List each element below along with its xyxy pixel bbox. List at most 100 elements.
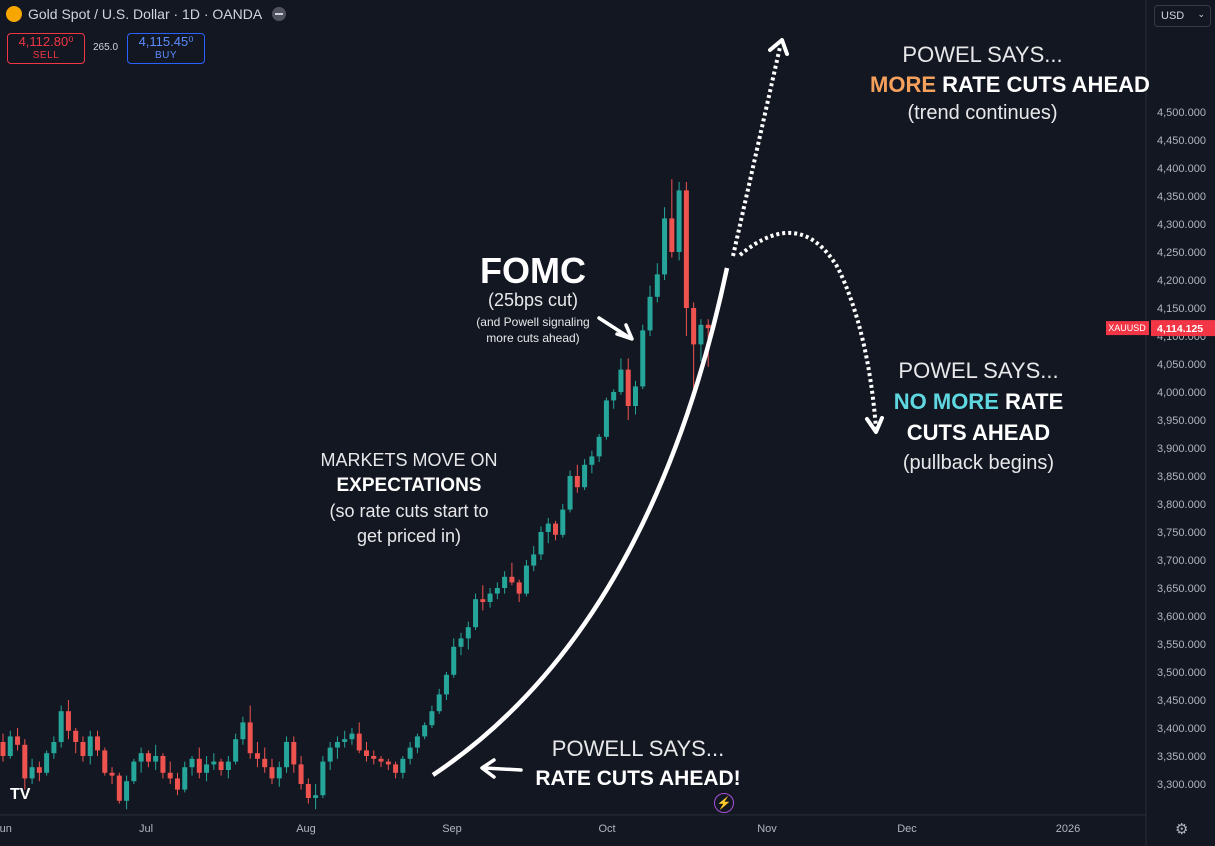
candle-body	[95, 736, 101, 751]
candle-body	[313, 795, 319, 798]
candle-body	[116, 775, 122, 801]
candle-body	[276, 767, 282, 779]
candle-body	[305, 784, 311, 798]
gold-coin-icon	[6, 6, 22, 22]
candle-body	[574, 476, 580, 488]
candle-body	[15, 736, 21, 745]
candle-body	[182, 767, 188, 790]
lightning-icon[interactable]: ⚡	[714, 793, 734, 813]
arrowhead-down	[865, 416, 884, 434]
annotation-expectations: MARKETS MOVE ON EXPECTATIONS (so rate cu…	[308, 450, 510, 547]
price-tick-label: 4,150.000	[1157, 303, 1206, 315]
candle-body	[662, 218, 668, 275]
candle-body	[145, 753, 151, 762]
candle-body	[342, 739, 348, 742]
time-tick-label: Jun	[0, 823, 12, 835]
markets-line3: (so rate cuts start to	[329, 501, 489, 521]
candle-body	[167, 772, 173, 779]
currency-select[interactable]: USD ⌄	[1154, 5, 1211, 27]
candle-body	[356, 733, 362, 751]
candle-body	[567, 476, 573, 510]
powell-start-line1: POWELL SAYS...	[551, 736, 725, 761]
candle-body	[632, 386, 638, 406]
price-tick-label: 3,700.000	[1157, 555, 1206, 567]
candle-body	[545, 523, 551, 532]
candle-body	[407, 747, 413, 759]
candle-body	[378, 758, 384, 762]
price-tick-label: 3,600.000	[1157, 611, 1206, 623]
candle-body	[218, 761, 224, 770]
time-axis: Jun Jul Aug Sep Oct Nov Dec 2026	[0, 823, 1080, 835]
candle-body	[625, 369, 631, 406]
start-arrowhead	[480, 758, 496, 779]
price-tick-label: 4,250.000	[1157, 247, 1206, 259]
price-tick-label: 3,750.000	[1157, 527, 1206, 539]
candle-body	[189, 758, 195, 768]
candle-body	[436, 694, 442, 712]
candle-body	[364, 750, 369, 756]
candle-body	[36, 767, 42, 773]
time-tick-label: 2026	[1056, 823, 1080, 835]
candle-body	[124, 781, 130, 801]
candle-body	[254, 753, 260, 759]
price-tick-label: 3,950.000	[1157, 415, 1206, 427]
candle-body	[262, 758, 268, 768]
price-tick-label: 3,650.000	[1157, 583, 1206, 595]
candle-body	[618, 369, 624, 392]
fomc-arrow	[597, 316, 632, 340]
candle-body	[494, 588, 500, 594]
candle-body	[538, 532, 544, 555]
candle-body	[160, 756, 166, 773]
sell-button[interactable]: 4,112.80⁰ SELL	[7, 33, 85, 64]
candle-body	[553, 523, 559, 535]
candle-body	[225, 761, 231, 770]
price-tick-label: 4,500.000	[1157, 107, 1206, 119]
markets-line1: MARKETS MOVE ON	[320, 450, 498, 470]
powell-up-line3: (trend continues)	[907, 102, 1058, 124]
markets-line4: get priced in)	[356, 526, 462, 546]
candle-body	[509, 576, 515, 583]
buy-button[interactable]: 4,115.45⁰ BUY	[127, 33, 205, 64]
price-tick-label: 3,800.000	[1157, 499, 1206, 511]
powell-down-line4: (pullback begins)	[902, 452, 1055, 474]
candle-body	[87, 736, 93, 756]
sell-label: SELL	[32, 50, 60, 61]
candle-body	[385, 761, 391, 765]
candle-body	[0, 742, 6, 756]
candle-body	[131, 761, 137, 782]
last-price-label: 4,114.125	[1157, 323, 1203, 335]
candle-body	[233, 739, 239, 762]
candle-body	[269, 767, 275, 779]
candle-body	[487, 593, 493, 602]
trend-curve	[431, 267, 730, 777]
chevron-down-icon: ⌄	[1197, 9, 1205, 19]
time-tick-label: Dec	[897, 823, 917, 835]
candle-body	[698, 324, 704, 345]
candle-body	[204, 764, 210, 773]
candle-body	[334, 742, 340, 748]
candle-body	[589, 456, 595, 465]
candle-body	[516, 582, 522, 594]
powell-down-line3: CUTS AHEAD	[906, 420, 1051, 445]
gear-icon[interactable]: ⚙	[1175, 821, 1189, 838]
symbol-title[interactable]: Gold Spot / U.S. Dollar · 1D · OANDA	[28, 6, 263, 22]
candle-body	[22, 744, 28, 779]
chart-header: Gold Spot / U.S. Dollar · 1D · OANDA	[6, 6, 287, 22]
candle-body	[480, 599, 486, 602]
candle-body	[65, 711, 71, 731]
candle-body	[473, 599, 479, 628]
symbol-tag-bg	[1106, 321, 1149, 336]
candlestick-series	[0, 179, 711, 810]
candle-body	[676, 190, 682, 252]
currency-value: USD	[1161, 10, 1185, 22]
candle-body	[73, 730, 79, 742]
tradingview-logo-icon[interactable]: TV	[10, 786, 31, 803]
sell-price: 4,112.80⁰	[18, 34, 74, 49]
candle-body	[327, 747, 333, 762]
powell-up-line1: POWEL SAYS...	[902, 42, 1063, 67]
candle-body	[443, 674, 449, 695]
annotation-fomc: FOMC (25bps cut) (and Powell signaling m…	[455, 250, 611, 346]
fomc-title: FOMC	[480, 250, 586, 291]
collapse-icon[interactable]	[272, 7, 287, 21]
